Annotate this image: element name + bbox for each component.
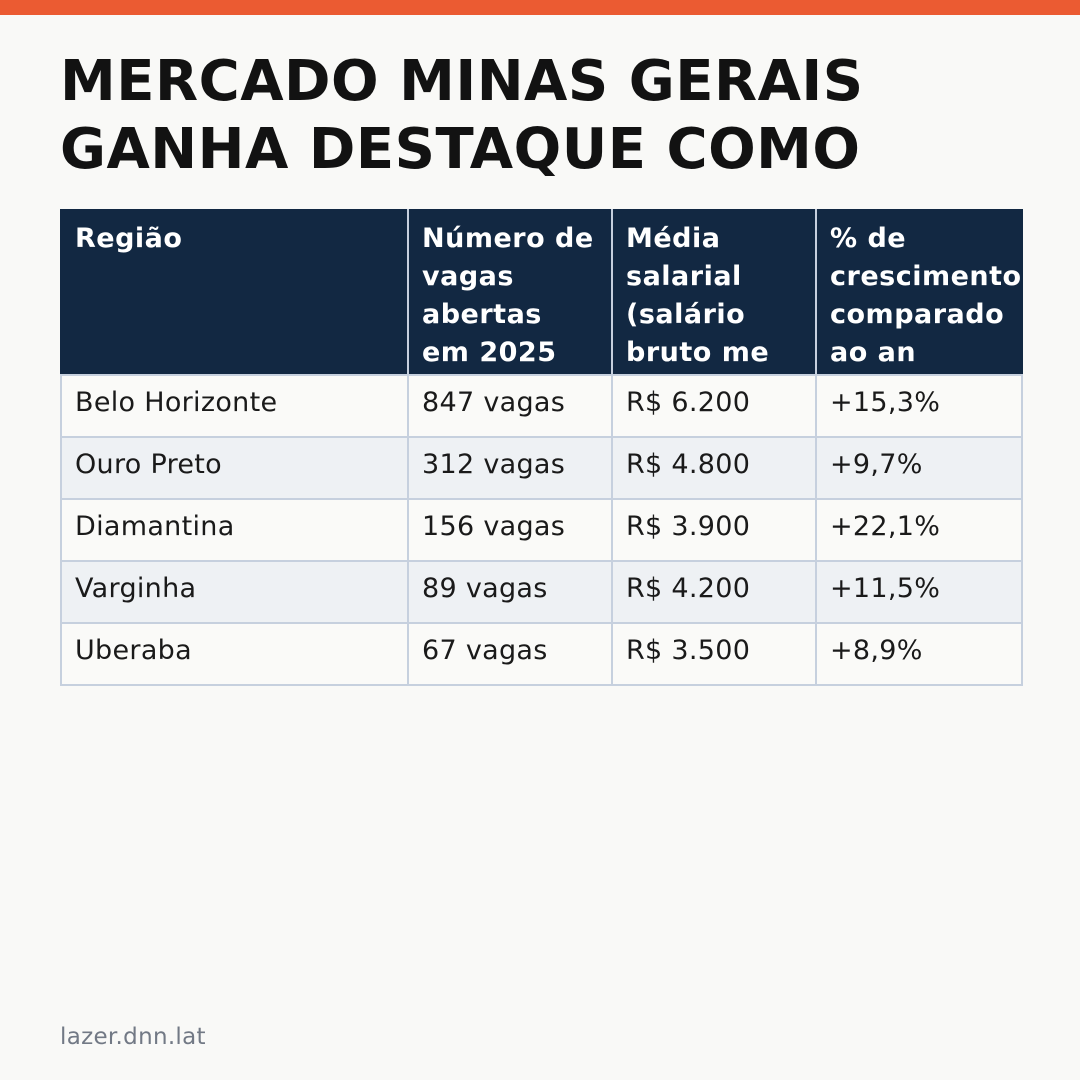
cell-crescimento: +9,7%: [815, 436, 1023, 500]
cell-regiao: Diamantina: [60, 498, 409, 562]
cell-vagas: 847 vagas: [407, 374, 613, 438]
table-row: Diamantina 156 vagas R$ 3.900 +22,1%: [60, 498, 1023, 562]
table-header-row: Região Número de vagas abertas em 2025 M…: [60, 209, 1023, 376]
cell-regiao: Belo Horizonte: [60, 374, 409, 438]
cell-salario: R$ 4.200: [611, 560, 817, 624]
header-media-salarial: Média salarial (salário bruto me: [611, 209, 817, 376]
title-line-2: GANHA DESTAQUE COMO: [60, 117, 861, 182]
table-row: Varginha 89 vagas R$ 4.200 +11,5%: [60, 560, 1023, 624]
table-row: Uberaba 67 vagas R$ 3.500 +8,9%: [60, 622, 1023, 686]
cell-crescimento: +11,5%: [815, 560, 1023, 624]
cell-crescimento: +22,1%: [815, 498, 1023, 562]
header-regiao: Região: [60, 209, 409, 376]
cell-vagas: 89 vagas: [407, 560, 613, 624]
accent-bar: [0, 0, 1080, 15]
table-row: Ouro Preto 312 vagas R$ 4.800 +9,7%: [60, 436, 1023, 500]
cell-crescimento: +8,9%: [815, 622, 1023, 686]
cell-vagas: 156 vagas: [407, 498, 613, 562]
cell-regiao: Ouro Preto: [60, 436, 409, 500]
header-crescimento: % de crescimento comparado ao an: [815, 209, 1023, 376]
header-numero-vagas: Número de vagas abertas em 2025: [407, 209, 613, 376]
source-label: lazer.dnn.lat: [60, 1024, 206, 1050]
cell-salario: R$ 4.800: [611, 436, 817, 500]
cell-salario: R$ 6.200: [611, 374, 817, 438]
title-line-1: MERCADO MINAS GERAIS: [60, 49, 864, 114]
cell-salario: R$ 3.900: [611, 498, 817, 562]
cell-regiao: Varginha: [60, 560, 409, 624]
table-row: Belo Horizonte 847 vagas R$ 6.200 +15,3%: [60, 374, 1023, 438]
cell-regiao: Uberaba: [60, 622, 409, 686]
page-title: MERCADO MINAS GERAIS GANHA DESTAQUE COMO: [60, 48, 1020, 184]
cell-crescimento: +15,3%: [815, 374, 1023, 438]
cell-vagas: 312 vagas: [407, 436, 613, 500]
cell-salario: R$ 3.500: [611, 622, 817, 686]
cell-vagas: 67 vagas: [407, 622, 613, 686]
jobs-table: Região Número de vagas abertas em 2025 M…: [60, 209, 1023, 686]
